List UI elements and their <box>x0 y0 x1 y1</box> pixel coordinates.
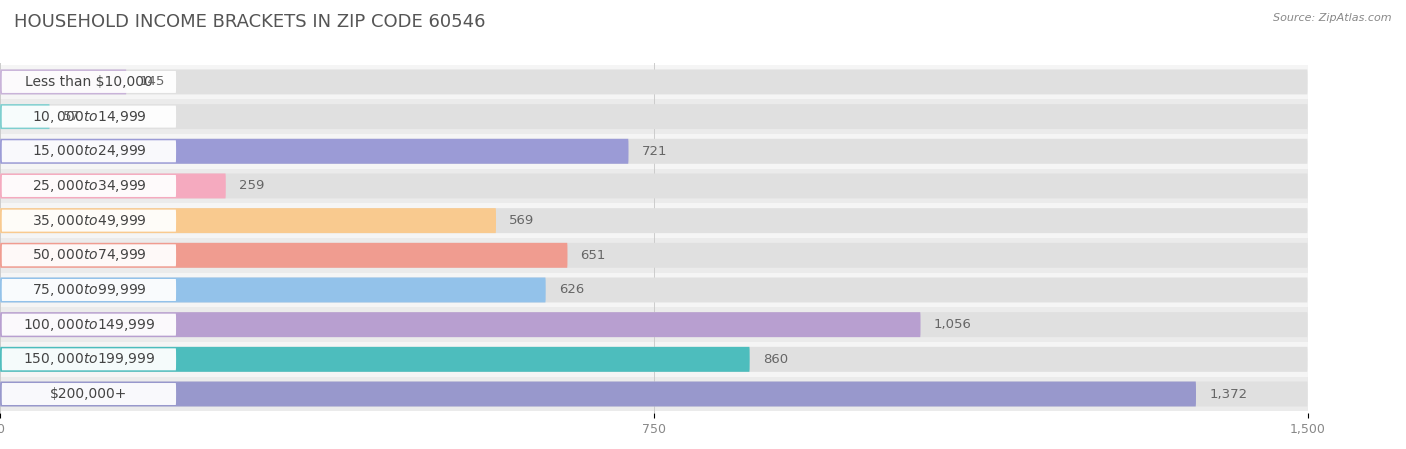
Text: 626: 626 <box>558 283 583 296</box>
FancyBboxPatch shape <box>1 210 176 232</box>
Text: $75,000 to $99,999: $75,000 to $99,999 <box>31 282 146 298</box>
FancyBboxPatch shape <box>0 70 1308 94</box>
FancyBboxPatch shape <box>1 140 176 162</box>
Text: 1,056: 1,056 <box>934 318 972 331</box>
FancyBboxPatch shape <box>0 208 1308 233</box>
FancyBboxPatch shape <box>0 312 921 337</box>
FancyBboxPatch shape <box>0 347 749 372</box>
Text: $150,000 to $199,999: $150,000 to $199,999 <box>22 351 155 367</box>
Bar <box>0 99 1308 134</box>
Text: $15,000 to $24,999: $15,000 to $24,999 <box>31 143 146 159</box>
FancyBboxPatch shape <box>1 71 176 93</box>
Text: 569: 569 <box>509 214 534 227</box>
Text: 259: 259 <box>239 180 264 193</box>
FancyBboxPatch shape <box>1 279 176 301</box>
Bar <box>0 169 1308 203</box>
FancyBboxPatch shape <box>0 139 628 164</box>
Bar <box>0 307 1308 342</box>
Text: 651: 651 <box>581 249 606 262</box>
Text: $50,000 to $74,999: $50,000 to $74,999 <box>31 247 146 263</box>
FancyBboxPatch shape <box>1 348 176 370</box>
FancyBboxPatch shape <box>0 208 496 233</box>
Bar <box>0 342 1308 377</box>
Text: 57: 57 <box>63 110 80 123</box>
Bar <box>0 134 1308 169</box>
FancyBboxPatch shape <box>0 243 1308 268</box>
Text: 1,372: 1,372 <box>1209 387 1247 401</box>
FancyBboxPatch shape <box>1 244 176 266</box>
FancyBboxPatch shape <box>0 243 568 268</box>
Text: $200,000+: $200,000+ <box>51 387 128 401</box>
Text: 860: 860 <box>762 353 787 366</box>
Text: $25,000 to $34,999: $25,000 to $34,999 <box>31 178 146 194</box>
Text: $100,000 to $149,999: $100,000 to $149,999 <box>22 317 155 333</box>
Bar <box>0 377 1308 411</box>
Bar <box>0 273 1308 307</box>
Bar <box>0 203 1308 238</box>
FancyBboxPatch shape <box>0 312 1308 337</box>
Text: Source: ZipAtlas.com: Source: ZipAtlas.com <box>1274 13 1392 23</box>
FancyBboxPatch shape <box>1 383 176 405</box>
FancyBboxPatch shape <box>0 277 546 303</box>
Text: HOUSEHOLD INCOME BRACKETS IN ZIP CODE 60546: HOUSEHOLD INCOME BRACKETS IN ZIP CODE 60… <box>14 13 485 31</box>
FancyBboxPatch shape <box>1 175 176 197</box>
FancyBboxPatch shape <box>0 382 1308 406</box>
FancyBboxPatch shape <box>0 382 1197 406</box>
FancyBboxPatch shape <box>0 173 1308 198</box>
FancyBboxPatch shape <box>0 347 1308 372</box>
FancyBboxPatch shape <box>1 314 176 336</box>
FancyBboxPatch shape <box>0 139 1308 164</box>
Text: 721: 721 <box>641 145 666 158</box>
FancyBboxPatch shape <box>1 106 176 128</box>
FancyBboxPatch shape <box>0 104 49 129</box>
FancyBboxPatch shape <box>0 104 1308 129</box>
Text: Less than $10,000: Less than $10,000 <box>25 75 153 89</box>
Text: $10,000 to $14,999: $10,000 to $14,999 <box>31 109 146 125</box>
Text: 145: 145 <box>139 75 165 88</box>
FancyBboxPatch shape <box>0 70 127 94</box>
Text: $35,000 to $49,999: $35,000 to $49,999 <box>31 213 146 229</box>
Bar <box>0 65 1308 99</box>
FancyBboxPatch shape <box>0 173 226 198</box>
FancyBboxPatch shape <box>0 277 1308 303</box>
Bar <box>0 238 1308 273</box>
